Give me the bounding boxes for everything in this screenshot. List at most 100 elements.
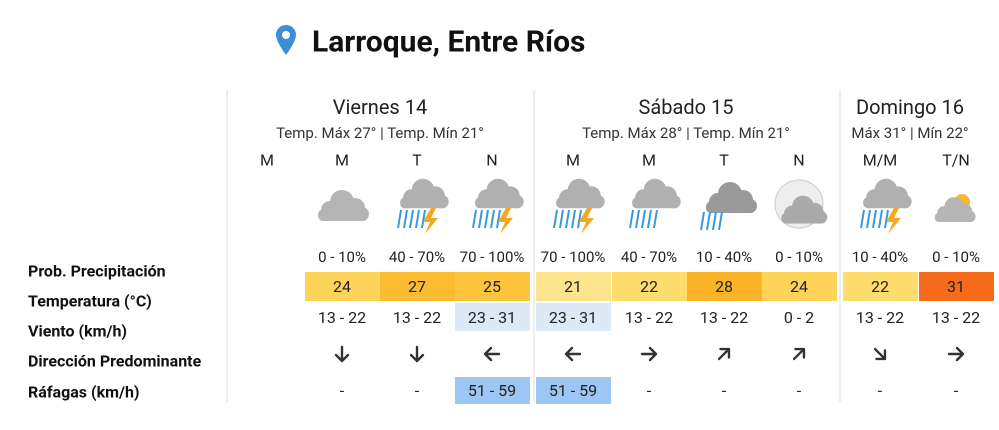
period-label: N — [793, 150, 805, 170]
period-label: N — [486, 150, 498, 170]
wind-cell: 13 - 22 — [317, 307, 367, 327]
rain-drop — [718, 211, 723, 231]
rain-drop — [496, 209, 501, 229]
wind-arrow — [564, 346, 582, 362]
rain-drop — [647, 209, 652, 229]
arrow-shape — [717, 347, 731, 361]
gusts-cell: - — [721, 381, 727, 400]
precipitation: 70 - 100% — [459, 248, 525, 266]
weather-icon — [318, 190, 369, 221]
arrow-shape — [334, 345, 350, 363]
wind-arrow — [792, 347, 806, 361]
weather-icon — [472, 178, 524, 234]
wind-arrow — [409, 345, 425, 363]
weather-icon — [629, 178, 681, 229]
arrow-shape — [640, 346, 658, 362]
cloud-part — [318, 210, 368, 221]
rain-drop — [872, 209, 877, 229]
lightning — [579, 208, 594, 234]
lightning — [498, 208, 513, 234]
period-label: M — [566, 150, 580, 170]
gusts-cell: 51 - 59 — [535, 377, 611, 404]
temperature-cell: 24 — [304, 272, 380, 301]
precipitation: 40 - 70% — [620, 248, 678, 266]
day-subtitle: Temp. Máx 27° | Temp. Mín 21° — [276, 124, 484, 142]
rain-drop — [641, 209, 646, 229]
row-label: Dirección Predominante — [28, 351, 202, 371]
wind-cell: 0 - 2 — [783, 307, 815, 327]
lightning — [886, 208, 901, 234]
rain-drop — [559, 209, 564, 229]
temperature-cell: 22 — [842, 272, 918, 301]
rain-drop — [571, 209, 576, 229]
wind-arrow — [640, 346, 658, 362]
weather-icon — [397, 178, 449, 234]
period-label: M/M — [862, 150, 898, 170]
cloud-part — [863, 197, 911, 209]
period-label: M — [335, 150, 349, 170]
rain-drop — [712, 211, 717, 231]
wind-arrow — [334, 345, 350, 363]
rain-drop — [472, 209, 477, 229]
weather-icon — [774, 179, 828, 229]
wind-cell: 13 - 22 — [624, 307, 674, 327]
period-label: M — [642, 150, 656, 170]
cloud-part — [781, 213, 827, 224]
cloud-part — [706, 202, 756, 213]
rain-drop — [421, 209, 426, 229]
temperature-cell: 31 — [918, 272, 994, 301]
temperature-cell: 27 — [379, 272, 455, 301]
day-subtitle: Máx 31° | Mín 22° — [851, 124, 969, 142]
gusts-cell: - — [796, 381, 802, 400]
temperature-cell: 22 — [611, 272, 687, 301]
weather-icon — [934, 194, 976, 222]
location-title: Larroque, Entre Ríos — [312, 24, 586, 60]
rain-drop — [415, 209, 420, 229]
gusts-cell: - — [414, 381, 420, 400]
rain-drop — [878, 209, 883, 229]
arrow-shape — [483, 346, 501, 362]
wind-arrow — [873, 347, 887, 361]
rain-drop — [629, 209, 634, 229]
temperature-cell: 21 — [535, 272, 611, 301]
arrow-shape — [792, 347, 806, 361]
day-subtitle: Temp. Máx 28° | Temp. Mín 21° — [582, 124, 790, 142]
wind-arrow — [947, 346, 965, 362]
precipitation: 0 - 10% — [318, 248, 366, 266]
precipitation: 70 - 100% — [540, 248, 606, 266]
day-title: Viernes 14 — [332, 95, 428, 119]
rain-drop — [490, 209, 495, 229]
day-title: Sábado 15 — [638, 95, 734, 119]
gusts-cell: - — [339, 381, 345, 400]
rain-drop — [635, 209, 640, 229]
wind-cell: 13 - 22 — [855, 307, 905, 327]
rain-drop — [653, 209, 658, 229]
cloud-part — [556, 197, 604, 209]
gusts-cell: 51 - 59 — [454, 377, 530, 404]
cloud-part — [400, 197, 448, 209]
temperature-cell: 28 — [686, 272, 762, 301]
row-label: Temperatura (°C) — [28, 291, 152, 311]
cloud-part — [475, 197, 523, 209]
lightning — [423, 208, 438, 234]
cloud-part — [632, 197, 680, 209]
temperature-cell: 25 — [454, 272, 530, 301]
wind-arrow — [717, 347, 731, 361]
weather-icon — [553, 178, 605, 234]
precipitation: 0 - 10% — [775, 248, 823, 266]
rain-drop — [397, 209, 402, 229]
rain-drop — [706, 211, 711, 231]
wind-arrow — [483, 346, 501, 362]
rain-drop — [577, 209, 582, 229]
weather-icon — [700, 182, 757, 231]
rain-drop — [553, 209, 558, 229]
rain-drop — [478, 209, 483, 229]
rain-drop — [866, 209, 871, 229]
rain-drop — [403, 209, 408, 229]
period-label: T/N — [942, 150, 970, 170]
wind-cell: 23 - 31 — [454, 303, 530, 331]
wind-cell: 23 - 31 — [535, 303, 611, 331]
wind-cell: 13 - 22 — [931, 307, 981, 327]
